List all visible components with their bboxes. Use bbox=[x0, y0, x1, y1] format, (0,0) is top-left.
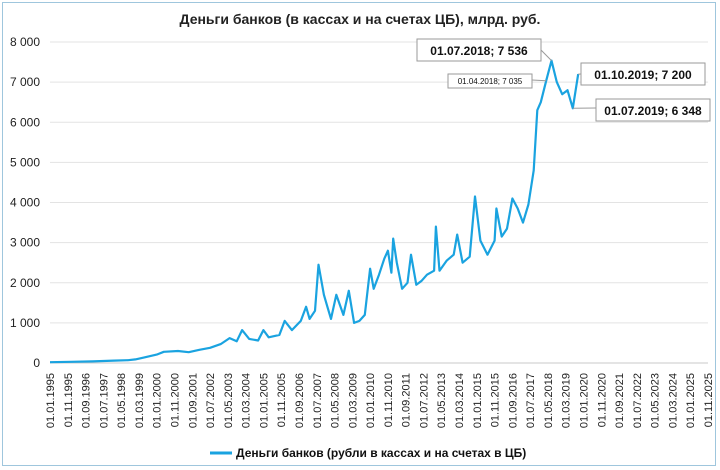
annotation-leader bbox=[540, 49, 552, 61]
annotations: 01.07.2018; 7 536 01.04.2018; 7 035 01.10.… bbox=[416, 38, 711, 122]
y-tick-label: 1 000 bbox=[10, 316, 40, 330]
x-tick-label: 01.11.2025 bbox=[703, 373, 715, 427]
chart-title: Деньги банков (в кассах и на счетах ЦБ),… bbox=[180, 11, 541, 27]
x-tick-label: 01.09.1996 bbox=[81, 373, 93, 428]
x-tick-label: 01.03.2004 bbox=[241, 373, 253, 428]
x-tick-label: 01.09.2001 bbox=[187, 373, 199, 428]
y-tick-label: 2 000 bbox=[10, 276, 40, 290]
annotation-label: 01.10.2019; 7 200 bbox=[594, 68, 692, 82]
y-tick-label: 0 bbox=[33, 356, 40, 370]
x-tick-label: 01.01.2020 bbox=[579, 373, 591, 428]
legend-label: Деньги банков (рубли в кассах и на счета… bbox=[236, 446, 526, 460]
x-tick-label: 01.11.1995 bbox=[63, 373, 75, 427]
x-tick-label: 01.09.2011 bbox=[401, 373, 413, 427]
x-tick-label: 01.05.2003 bbox=[223, 373, 235, 428]
annotation-label: 01.04.2018; 7 035 bbox=[458, 77, 523, 86]
x-tick-label: 01.11.2005 bbox=[276, 373, 288, 427]
x-tick-label: 01.05.1998 bbox=[116, 373, 128, 428]
x-tick-label: 01.05.2018 bbox=[543, 373, 555, 428]
y-tick-label: 6 000 bbox=[10, 115, 40, 129]
x-tick-label: 01.05.2013 bbox=[436, 373, 448, 428]
x-tick-label: 01.01.2025 bbox=[685, 373, 697, 428]
annotation-leader bbox=[531, 79, 547, 82]
annotation-box bbox=[447, 73, 533, 89]
x-tick-label: 01.11.2015 bbox=[490, 373, 502, 427]
x-tick-label: 01.03.2014 bbox=[454, 373, 466, 428]
x-tick-label: 01.07.2012 bbox=[418, 373, 430, 428]
x-tick-label: 01.01.2010 bbox=[365, 373, 377, 428]
annotation-label: 01.07.2019; 6 348 bbox=[604, 104, 702, 118]
x-tick-label: 01.01.1995 bbox=[45, 373, 57, 428]
x-tick-label: 01.09.2021 bbox=[614, 373, 626, 428]
x-tick-label: 01.09.2016 bbox=[507, 373, 519, 428]
y-tick-label: 8 000 bbox=[10, 35, 40, 49]
annotation-label: 01.07.2018; 7 536 bbox=[430, 44, 528, 58]
x-tick-label: 01.03.2024 bbox=[667, 373, 679, 428]
annotation-box bbox=[580, 62, 706, 86]
annotation-box bbox=[416, 38, 542, 62]
x-tick-label: 01.03.2009 bbox=[347, 373, 359, 428]
x-tick-label: 01.05.2023 bbox=[650, 373, 662, 428]
x-tick-label: 01.07.2007 bbox=[312, 373, 324, 428]
y-axis-ticks: 0 1 000 2 000 3 000 4 000 5 000 6 000 7 000 8 00… bbox=[10, 35, 40, 370]
x-tick-label: 01.09.2006 bbox=[294, 373, 306, 428]
x-tick-label: 01.03.1999 bbox=[134, 373, 146, 428]
x-tick-label: 01.01.2000 bbox=[152, 373, 164, 428]
y-tick-label: 3 000 bbox=[10, 236, 40, 250]
y-tick-label: 4 000 bbox=[10, 196, 40, 210]
x-tick-label: 01.01.2005 bbox=[258, 373, 270, 428]
x-tick-label: 01.07.2002 bbox=[205, 373, 217, 428]
series-line bbox=[49, 59, 580, 364]
series-group bbox=[49, 59, 580, 364]
y-tick-label: 5 000 bbox=[10, 155, 40, 169]
x-tick-label: 01.05.2008 bbox=[330, 373, 342, 428]
x-tick-label: 01.11.2020 bbox=[596, 373, 608, 427]
x-tick-label: 01.11.2000 bbox=[169, 373, 181, 427]
legend: Деньги банков (рубли в кассах и на счета… bbox=[210, 446, 526, 460]
x-tick-label: 01.01.2015 bbox=[472, 373, 484, 428]
y-tick-label: 7 000 bbox=[10, 75, 40, 89]
x-tick-label: 01.07.1997 bbox=[98, 373, 110, 428]
x-tick-label: 01.07.2017 bbox=[525, 373, 537, 428]
x-tick-label: 01.03.2019 bbox=[561, 373, 573, 428]
gridlines bbox=[50, 41, 708, 364]
x-axis-ticks: 01.01.1995 01.11.1995 01.09.1996 01.07.1997… bbox=[45, 373, 715, 428]
x-tick-label: 01.11.2010 bbox=[383, 373, 395, 427]
x-tick-label: 01.07.2022 bbox=[632, 373, 644, 428]
annotation-box bbox=[595, 98, 711, 122]
